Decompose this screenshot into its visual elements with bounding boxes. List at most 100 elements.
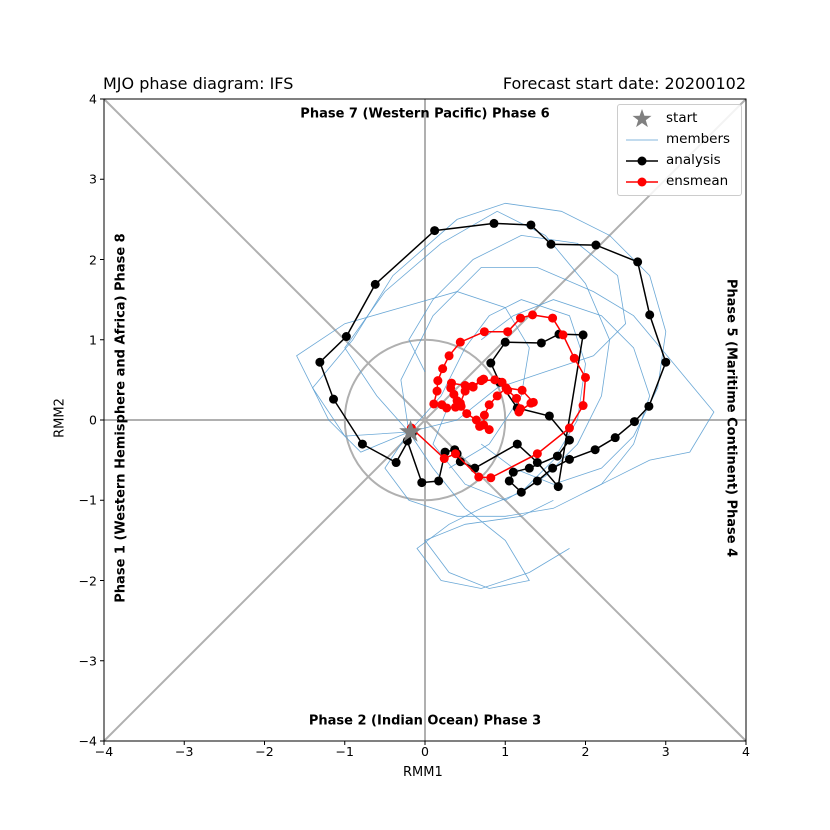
- legend-label-analysis: analysis: [666, 152, 721, 168]
- analysis-point: [536, 338, 546, 348]
- ensmean-point: [455, 337, 465, 347]
- ensmean-point: [581, 372, 590, 382]
- x-tick-label: −1: [335, 744, 354, 759]
- ensmean-point: [486, 473, 496, 483]
- ensmean-point: [433, 376, 443, 386]
- analysis-point: [526, 220, 536, 230]
- y-tick-label: −2: [78, 573, 97, 588]
- analysis-point: [590, 445, 600, 455]
- member-line: [312, 202, 667, 485]
- analysis-point: [470, 463, 480, 473]
- ensmean-point: [479, 327, 489, 337]
- ensmean-point: [438, 364, 448, 374]
- legend-item-members: members: [618, 130, 741, 150]
- x-tick-label: −2: [255, 744, 274, 759]
- analysis-point: [532, 476, 542, 486]
- y-tick-label: 0: [89, 412, 97, 428]
- analysis-point: [564, 454, 574, 464]
- ensmean-point: [462, 409, 472, 419]
- ensmean-point: [450, 449, 460, 459]
- legend-item-start: start: [618, 109, 741, 129]
- ensmean-point: [439, 454, 449, 464]
- analysis-point: [512, 439, 522, 449]
- ensmean-point: [532, 449, 542, 459]
- y-tick-label: 2: [89, 252, 97, 267]
- ensmean-point: [503, 327, 513, 337]
- ensmean-point: [492, 391, 502, 401]
- line-marker-icon: [626, 177, 658, 187]
- x-tick-label: −4: [94, 744, 114, 759]
- legend-label-ensmean: ensmean: [666, 173, 729, 189]
- analysis-line: [319, 222, 667, 494]
- analysis-point: [508, 467, 518, 477]
- ensmean-point: [484, 400, 494, 410]
- analysis-point: [391, 458, 401, 468]
- phase-label-right: Phase 5 (Maritime Continent) Phase 4: [723, 278, 739, 558]
- ensmean-point: [558, 330, 568, 340]
- phase-label-bottom: Phase 2 (Indian Ocean) Phase 3: [308, 713, 542, 729]
- x-tick-label: 4: [742, 744, 750, 759]
- ensmean-point: [444, 351, 454, 361]
- ensmean-point: [578, 401, 588, 411]
- x-axis-label: RMM1: [403, 765, 443, 780]
- y-tick-label: 3: [89, 171, 97, 187]
- analysis-point: [504, 476, 514, 486]
- analysis-point: [315, 357, 325, 367]
- ensmean-point: [514, 407, 524, 417]
- ensmean-point: [548, 313, 558, 323]
- y-tick-label: −4: [78, 733, 97, 749]
- analysis-point: [500, 337, 510, 347]
- analysis-point: [661, 357, 671, 367]
- ensmean-point: [528, 310, 538, 320]
- chart-title: MJO phase diagram: IFS: [103, 74, 294, 93]
- member-line: [344, 210, 611, 501]
- analysis-point: [489, 218, 499, 228]
- ensmean-point: [490, 375, 500, 385]
- phase-label-left: Phase 1 (Western Hemisphere and Africa) …: [113, 233, 129, 603]
- ensmean-point: [479, 410, 489, 420]
- forecast-start-date: Forecast start date: 20200102: [502, 74, 746, 93]
- y-tick-label: −3: [78, 653, 97, 669]
- x-tick-label: 0: [421, 744, 429, 759]
- analysis-point: [629, 417, 639, 427]
- analysis-point: [532, 458, 542, 468]
- analysis-series: [315, 218, 671, 497]
- analysis-point: [341, 332, 351, 342]
- ensmean-series: [406, 310, 590, 483]
- legend-label-start: start: [666, 110, 698, 126]
- ensmean-point: [501, 383, 511, 393]
- start-marker: [399, 420, 422, 442]
- analysis-point: [544, 411, 554, 421]
- ensmean-point: [511, 393, 521, 403]
- analysis-point: [434, 476, 444, 486]
- ensmean-point: [564, 423, 574, 433]
- ensmean-point: [460, 380, 470, 390]
- analysis-point: [486, 358, 496, 368]
- star-icon: [632, 109, 652, 128]
- ensmean-point: [474, 472, 484, 482]
- analysis-point: [455, 457, 465, 467]
- analysis-point: [546, 239, 556, 249]
- analysis-point: [591, 240, 601, 250]
- member-line: [408, 431, 554, 589]
- analysis-point: [370, 279, 380, 289]
- ensmean-point: [517, 385, 527, 395]
- analysis-point: [633, 257, 643, 267]
- ensmean-point: [484, 425, 494, 435]
- legend-item-ensmean: ensmean: [618, 172, 741, 192]
- start-marker-group: [399, 420, 422, 442]
- analysis-point: [578, 330, 588, 340]
- line-marker-icon: [626, 156, 658, 166]
- analysis-point: [430, 226, 440, 236]
- ensmean-point: [515, 313, 525, 323]
- x-tick-label: 2: [581, 744, 590, 759]
- ensmean-point: [442, 403, 452, 413]
- member-line: [400, 267, 715, 493]
- ensmean-point: [569, 353, 579, 363]
- analysis-point: [553, 482, 563, 492]
- phase-label-top: Phase 7 (Western Pacific) Phase 6: [300, 106, 550, 122]
- analysis-point: [548, 463, 558, 473]
- analysis-point: [329, 394, 339, 404]
- analysis-point: [417, 478, 427, 488]
- ensmean-point: [471, 415, 481, 425]
